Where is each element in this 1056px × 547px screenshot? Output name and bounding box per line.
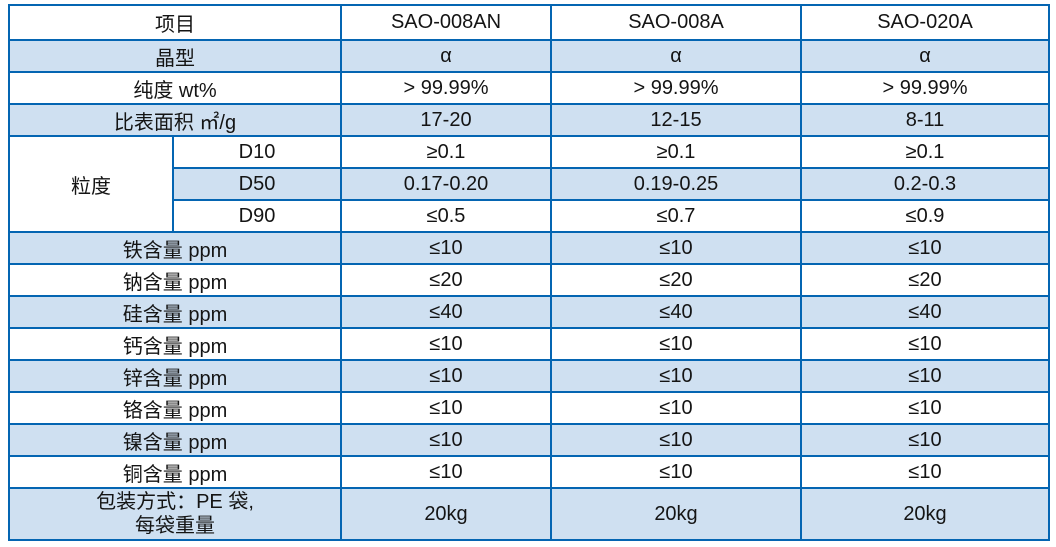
spec-value-cell: ≤10 [340, 231, 552, 265]
spec-value-cell: > 99.99% [550, 71, 802, 105]
surface-area-row: 比表面积 ㎡/g 17-20 12-15 8-11 [8, 103, 1050, 137]
packaging-label-line1: 包装方式：PE 袋, [96, 491, 254, 513]
silicon-content-row: 硅含量 ppm ≤40 ≤40 ≤40 [8, 295, 1050, 329]
packaging-value-cell: 20kg [800, 487, 1050, 541]
spec-value-cell: ≤10 [550, 423, 802, 457]
copper-content-row: 铜含量 ppm ≤10 ≤10 ≤10 [8, 455, 1050, 489]
zinc-content-row: 锌含量 ppm ≤10 ≤10 ≤10 [8, 359, 1050, 393]
spec-table: 项目 SAO-008AN SAO-008A SAO-020A 晶型 α α α … [8, 4, 1050, 541]
spec-value-cell: ≤10 [550, 231, 802, 265]
particle-size-group-cell: 粒度 [8, 135, 174, 233]
spec-value-cell: ≤0.9 [800, 199, 1050, 233]
sodium-content-row: 钠含量 ppm ≤20 ≤20 ≤20 [8, 263, 1050, 297]
spec-label-cell: 钙含量 ppm [8, 327, 342, 361]
packaging-row: 包装方式：PE 袋, 每袋重量 20kg 20kg 20kg [8, 487, 1050, 541]
spec-value-cell: ≤0.7 [550, 199, 802, 233]
spec-value-cell: ≤10 [340, 423, 552, 457]
spec-value-cell: ≤20 [800, 263, 1050, 297]
spec-value-cell: 0.17-0.20 [340, 167, 552, 201]
spec-value-cell: 0.19-0.25 [550, 167, 802, 201]
particle-size-d50-row: D50 0.17-0.20 0.19-0.25 0.2-0.3 [9, 167, 1050, 201]
particle-size-d90-row: D90 ≤0.5 ≤0.7 ≤0.9 [9, 199, 1050, 233]
spec-label-cell: D10 [172, 135, 342, 169]
calcium-content-row: 钙含量 ppm ≤10 ≤10 ≤10 [8, 327, 1050, 361]
spec-value-cell: ≤40 [340, 295, 552, 329]
product-name-cell: SAO-020A [800, 4, 1050, 41]
spec-value-cell: α [800, 39, 1050, 73]
spec-value-cell: ≤10 [800, 327, 1050, 361]
spec-label-cell: 纯度 wt% [8, 71, 342, 105]
nickel-content-row: 镍含量 ppm ≤10 ≤10 ≤10 [8, 423, 1050, 457]
spec-value-cell: α [550, 39, 802, 73]
spec-value-cell: ≤10 [340, 359, 552, 393]
spec-value-cell: 0.2-0.3 [800, 167, 1050, 201]
spec-value-cell: ≤10 [800, 359, 1050, 393]
spec-label-cell: D90 [172, 199, 342, 233]
spec-value-cell: ≤40 [550, 295, 802, 329]
packaging-label-line2: 每袋重量 [135, 515, 215, 537]
spec-label-cell: 比表面积 ㎡/g [8, 103, 342, 137]
spec-value-cell: ≤20 [340, 263, 552, 297]
chromium-content-row: 铬含量 ppm ≤10 ≤10 ≤10 [8, 391, 1050, 425]
spec-value-cell: 8-11 [800, 103, 1050, 137]
spec-label-cell: 镍含量 ppm [8, 423, 342, 457]
spec-value-cell: ≤10 [550, 455, 802, 489]
iron-content-row: 铁含量 ppm ≤10 ≤10 ≤10 [8, 231, 1050, 265]
spec-value-cell: ≤10 [800, 231, 1050, 265]
spec-value-cell: ≤10 [800, 455, 1050, 489]
spec-value-cell: ≤10 [340, 327, 552, 361]
spec-value-cell: ≤10 [800, 423, 1050, 457]
purity-row: 纯度 wt% > 99.99% > 99.99% > 99.99% [8, 71, 1050, 105]
item-header-cell: 项目 [8, 4, 342, 41]
spec-value-cell: ≤10 [800, 391, 1050, 425]
spec-value-cell: 17-20 [340, 103, 552, 137]
spec-value-cell: ≤10 [340, 391, 552, 425]
packaging-value-cell: 20kg [340, 487, 552, 541]
spec-value-cell: > 99.99% [800, 71, 1050, 105]
product-name-cell: SAO-008AN [340, 4, 552, 41]
spec-value-cell: α [340, 39, 552, 73]
spec-label-cell: 钠含量 ppm [8, 263, 342, 297]
spec-label-cell: 铬含量 ppm [8, 391, 342, 425]
product-name-cell: SAO-008A [550, 4, 802, 41]
spec-value-cell: ≥0.1 [550, 135, 802, 169]
spec-label-cell: 硅含量 ppm [8, 295, 342, 329]
spec-label-cell: 锌含量 ppm [8, 359, 342, 393]
packaging-label-cell: 包装方式：PE 袋, 每袋重量 [8, 487, 342, 541]
spec-value-cell: > 99.99% [340, 71, 552, 105]
spec-label-cell: D50 [172, 167, 342, 201]
spec-value-cell: ≤10 [550, 391, 802, 425]
packaging-value-cell: 20kg [550, 487, 802, 541]
spec-value-cell: ≤10 [340, 455, 552, 489]
particle-size-d10-row: 粒度 D10 ≥0.1 ≥0.1 ≥0.1 [8, 135, 1050, 233]
spec-value-cell: ≤10 [550, 359, 802, 393]
spec-value-cell: ≤0.5 [340, 199, 552, 233]
header-row: 项目 SAO-008AN SAO-008A SAO-020A [8, 4, 1050, 41]
spec-value-cell: ≤40 [800, 295, 1050, 329]
spec-label-cell: 晶型 [8, 39, 342, 73]
spec-label-cell: 铁含量 ppm [8, 231, 342, 265]
spec-value-cell: ≥0.1 [800, 135, 1050, 169]
spec-label-cell: 铜含量 ppm [8, 455, 342, 489]
spec-value-cell: ≤10 [550, 327, 802, 361]
crystal-form-row: 晶型 α α α [8, 39, 1050, 73]
spec-value-cell: ≥0.1 [340, 135, 552, 169]
spec-value-cell: 12-15 [550, 103, 802, 137]
spec-value-cell: ≤20 [550, 263, 802, 297]
